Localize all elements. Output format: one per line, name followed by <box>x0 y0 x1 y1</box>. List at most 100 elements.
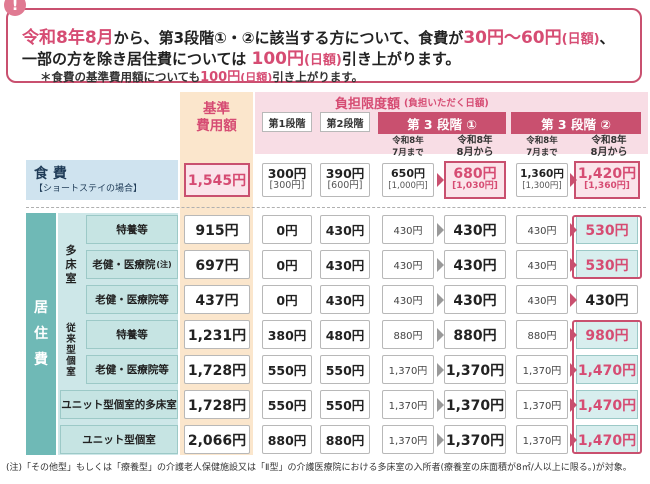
s32-after-cell: 1,470円 <box>576 355 638 384</box>
s31-after-cell: 1,370円 <box>444 425 506 454</box>
s32-after-cell: 530円 <box>576 215 638 244</box>
kijun-value: 915円 <box>195 222 239 239</box>
s31-before-value: 430円 <box>393 261 423 272</box>
stage32-before-header: 令和8年 7月まで <box>514 136 570 158</box>
s32-after-value: 430円 <box>585 292 629 309</box>
s1-cell: 880円 <box>262 425 312 454</box>
s31-before-value: 430円 <box>393 226 423 237</box>
notice-punct: 、 <box>599 29 615 47</box>
s31-before-cell: 430円 <box>382 285 434 314</box>
kijun-cell: 1,231円 <box>184 320 250 349</box>
s32-before-value: 430円 <box>527 261 557 272</box>
s32-after-cell: 430円 <box>576 285 638 314</box>
food-s2-cell: 390円 [600円] <box>320 163 370 197</box>
stage3-2-tab: 第 3 段階 ② <box>511 112 641 134</box>
notice-text: から、第3段階①・②に該当する方について、食費が <box>113 29 464 47</box>
s31-before-cell: 1,370円 <box>382 355 434 384</box>
food-s31-before-cell: 650円 [1,000円] <box>382 163 434 197</box>
room-type-cell: 老健・医療院等 <box>86 285 178 314</box>
category-char: 多 <box>65 244 77 257</box>
s32-before-cell: 880円 <box>516 320 568 349</box>
arrow-icon <box>437 328 444 342</box>
arrow-icon <box>570 293 577 307</box>
s2-value: 430円 <box>325 293 365 308</box>
s32-before-cell: 1,370円 <box>516 355 568 384</box>
category-char: 型 <box>66 344 76 356</box>
food-s1-value: 300円 <box>267 166 307 181</box>
notice-amount: 100円 <box>200 70 241 85</box>
kijun-value: 2,066円 <box>187 432 247 449</box>
notice-line-2: 一部の方を除き居住費については 100円(日額)引き上がります。 <box>22 44 460 69</box>
notice-amount: 30円〜60円 <box>463 28 562 48</box>
food-s32-after-value: 1,420円 <box>577 166 637 182</box>
s32-before-cell: 430円 <box>516 250 568 279</box>
s2-value: 550円 <box>325 398 365 413</box>
stage3-1-tab: 第 3 段階 ① <box>378 112 506 134</box>
notice-line-3: ＊食費の基準費用額についても100円(日額)引き上がります。 <box>40 66 363 85</box>
s2-value: 550円 <box>325 363 365 378</box>
s31-before-cell: 430円 <box>382 250 434 279</box>
header-text: 令和8年 <box>457 135 493 146</box>
s31-after-cell: 880円 <box>444 320 506 349</box>
room-type-cell: 老健・医療院 (注) <box>86 250 178 279</box>
s2-cell: 550円 <box>320 355 370 384</box>
arrow-icon <box>570 363 577 377</box>
room-type-name: 特養等 <box>116 329 148 341</box>
food-s31-after-value: 680円 <box>453 166 497 182</box>
arrow-icon <box>437 293 444 307</box>
s32-before-cell: 1,370円 <box>516 425 568 454</box>
s2-cell: 880円 <box>320 425 370 454</box>
arrow-icon <box>437 363 444 377</box>
notice-unit: (日額) <box>240 71 273 84</box>
living-label-char: 居 <box>34 300 48 316</box>
arrow-icon <box>437 258 444 272</box>
s32-before-value: 1,370円 <box>522 401 562 412</box>
kijun-header-line1: 基準 <box>203 101 230 117</box>
s1-value: 0円 <box>276 258 298 273</box>
stage1-tab: 第1段階 <box>262 112 312 132</box>
s1-cell: 0円 <box>262 215 312 244</box>
food-s1-cell: 300円 [300円] <box>262 163 312 197</box>
category-char: 室 <box>65 272 77 285</box>
s1-value: 880円 <box>267 433 307 448</box>
s32-after-cell: 530円 <box>576 250 638 279</box>
kijun-value: 1,231円 <box>187 327 247 344</box>
s31-after-value: 1,370円 <box>445 432 505 449</box>
arrow-icon <box>437 223 444 237</box>
s32-after-value: 1,470円 <box>577 397 637 414</box>
s32-before-cell: 1,370円 <box>516 390 568 419</box>
room-type-cell: ユニット型個室的多床室 <box>60 390 178 419</box>
s1-value: 550円 <box>267 363 307 378</box>
arrow-icon <box>570 258 577 272</box>
s2-value: 430円 <box>325 258 365 273</box>
futan-title: 負担限度額 (負担いただく日額) <box>335 94 625 112</box>
room-type-name: 老健・医療院等 <box>95 294 169 306</box>
s1-cell: 380円 <box>262 320 312 349</box>
food-s2-value: 390円 <box>325 166 365 181</box>
s2-value: 880円 <box>325 433 365 448</box>
food-label-text: 食 費 <box>34 166 67 182</box>
arrow-icon <box>570 173 577 187</box>
room-type-cell: 特養等 <box>86 320 178 349</box>
kijun-header-line2: 費用額 <box>196 118 237 134</box>
room-type-cell: 老健・医療院等 <box>86 355 178 384</box>
s32-after-cell: 1,470円 <box>576 425 638 454</box>
s31-before-value: 430円 <box>393 296 423 307</box>
notice-line-1: 令和8年8月から、第3段階①・②に該当する方について、食費が30円〜60円(日額… <box>22 23 615 48</box>
s31-after-cell: 430円 <box>444 215 506 244</box>
kijun-value: 1,728円 <box>187 397 247 414</box>
futan-title-text: 負担限度額 <box>335 96 401 112</box>
s31-after-cell: 430円 <box>444 285 506 314</box>
kijun-cell: 437円 <box>184 285 250 314</box>
room-type-cell: 特養等 <box>86 215 178 244</box>
s1-cell: 550円 <box>262 355 312 384</box>
s31-before-cell: 880円 <box>382 320 434 349</box>
food-s32-before-value: 1,360円 <box>520 168 564 180</box>
s32-before-cell: 430円 <box>516 215 568 244</box>
stage32-after-header: 令和8年 8月から <box>578 135 640 158</box>
s2-cell: 430円 <box>320 250 370 279</box>
notice-unit: (日額) <box>561 32 600 47</box>
s31-before-cell: 430円 <box>382 215 434 244</box>
juraigata-label: 従 来 型 個 室 <box>60 320 82 380</box>
food-sublabel: 【ショートステイの場合】 <box>34 184 143 194</box>
